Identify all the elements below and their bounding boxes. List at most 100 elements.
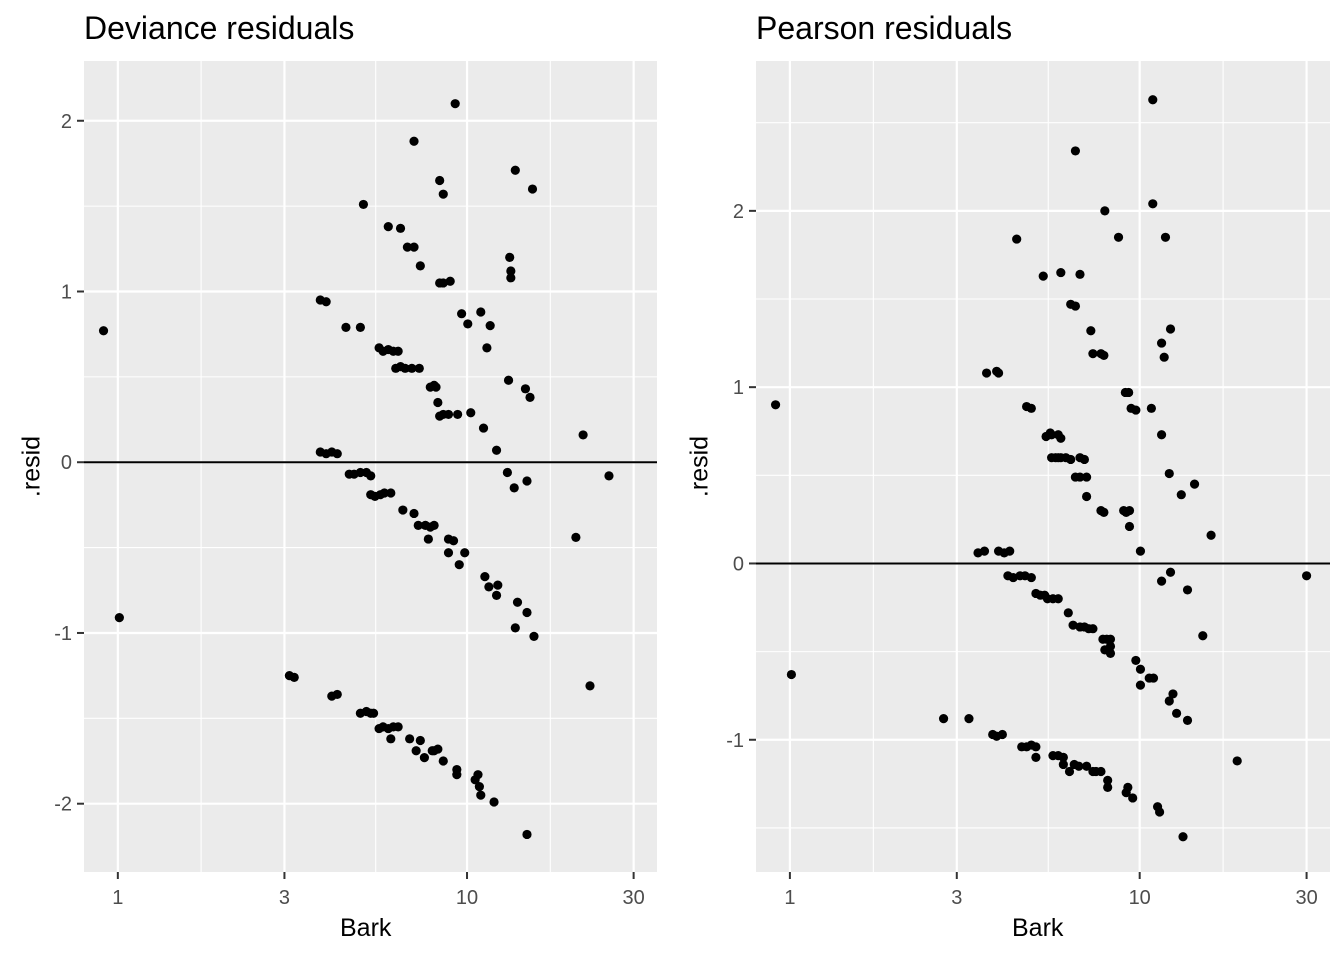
deviance-plot-background <box>84 61 657 872</box>
pearson-data-point <box>1131 655 1141 666</box>
pearson-data-point <box>1058 759 1068 770</box>
deviance-data-point <box>491 590 502 601</box>
deviance-data-point <box>366 471 376 481</box>
deviance-panel-title: Deviance residuals <box>84 10 355 46</box>
deviance-x-tick-label: 30 <box>622 887 644 909</box>
deviance-data-point <box>522 476 532 486</box>
deviance-data-point <box>386 734 396 744</box>
deviance-data-point <box>506 266 516 276</box>
pearson-x-tick-label: 30 <box>1295 887 1317 909</box>
pearson-data-point <box>1165 567 1176 577</box>
pearson-data-point <box>1178 832 1188 842</box>
deviance-x-axis-label: Bark <box>340 914 392 942</box>
pearson-data-point <box>1031 752 1041 763</box>
pearson-data-point <box>1031 742 1041 752</box>
deviance-data-point <box>414 363 424 373</box>
pearson-data-point <box>1164 696 1174 706</box>
deviance-data-point <box>453 409 463 420</box>
deviance-data-point <box>480 572 490 582</box>
deviance-data-point <box>466 408 476 418</box>
deviance-x-tick-label: 1 <box>112 887 123 909</box>
deviance-data-point <box>415 735 425 746</box>
deviance-data-point <box>527 184 538 194</box>
deviance-data-point <box>520 384 531 394</box>
pearson-data-point <box>1088 624 1098 634</box>
deviance-data-point <box>433 397 443 408</box>
pearson-data-point <box>1128 793 1138 803</box>
deviance-data-point <box>503 375 514 385</box>
pearson-data-point <box>1124 387 1134 398</box>
deviance-data-point <box>578 430 588 440</box>
pearson-x-tick-label: 10 <box>1129 887 1151 909</box>
pearson-data-point <box>1148 199 1158 209</box>
deviance-data-point <box>438 756 448 766</box>
deviance-data-point <box>341 322 351 332</box>
deviance-data-point <box>443 548 454 558</box>
deviance-data-point <box>484 582 494 592</box>
pearson-data-point <box>993 368 1004 378</box>
pearson-data-point <box>1053 594 1063 604</box>
pearson-data-point <box>1171 708 1182 718</box>
pearson-data-point <box>1056 267 1066 278</box>
deviance-data-point <box>393 346 403 356</box>
pearson-data-point <box>1105 648 1116 658</box>
deviance-y-tick-label: 1 <box>61 281 72 303</box>
pearson-data-point <box>1005 546 1015 556</box>
pearson-data-point <box>1086 326 1096 336</box>
pearson-data-point <box>964 714 974 724</box>
pearson-y-tick-label: -1 <box>726 730 744 752</box>
deviance-data-point <box>512 597 523 607</box>
pearson-data-point <box>1105 634 1116 644</box>
pearson-data-point <box>1121 788 1131 798</box>
pearson-plot-background <box>756 61 1330 872</box>
pearson-data-point <box>1081 491 1092 502</box>
deviance-data-point <box>485 321 495 331</box>
deviance-x-tick-label: 3 <box>279 887 290 909</box>
deviance-data-point <box>419 753 430 763</box>
deviance-data-point <box>457 309 467 319</box>
pearson-data-point <box>1070 301 1081 311</box>
pearson-data-point <box>1113 232 1124 242</box>
pearson-data-point <box>997 729 1007 740</box>
deviance-data-point <box>450 99 460 109</box>
deviance-y-tick-label: 2 <box>61 111 72 133</box>
pearson-data-point <box>1081 472 1092 482</box>
pearson-data-point <box>1066 454 1076 465</box>
pearson-data-point <box>1135 680 1146 690</box>
deviance-data-point <box>402 242 413 252</box>
pearson-data-point <box>1182 585 1193 595</box>
deviance-data-point <box>482 343 492 353</box>
pearson-data-point <box>1189 479 1200 489</box>
pearson-data-point <box>1047 430 1057 440</box>
pearson-data-point <box>1075 472 1085 482</box>
deviance-data-point <box>522 607 532 618</box>
deviance-y-tick-label: 0 <box>61 452 72 474</box>
pearson-data-point <box>1063 608 1073 618</box>
pearson-y-tick-label: 1 <box>733 377 744 399</box>
pearson-data-point <box>1103 782 1113 792</box>
pearson-data-point <box>1198 631 1208 641</box>
deviance-data-point <box>332 449 342 459</box>
deviance-data-point <box>491 445 502 455</box>
deviance-data-point <box>525 392 535 402</box>
pearson-data-point <box>1135 664 1146 674</box>
deviance-data-point <box>604 471 614 481</box>
pearson-data-point <box>1103 775 1113 785</box>
pearson-data-point <box>1099 507 1109 517</box>
pearson-x-axis-label: Bark <box>1012 914 1064 942</box>
pearson-y-tick-label: 2 <box>733 201 744 223</box>
deviance-data-point <box>454 560 464 570</box>
pearson-data-point <box>1096 766 1106 777</box>
deviance-data-point <box>443 409 454 420</box>
deviance-data-point <box>506 273 516 283</box>
pearson-data-point <box>1131 405 1141 415</box>
deviance-data-point <box>355 322 365 332</box>
deviance-data-point <box>395 223 406 233</box>
deviance-data-point <box>358 199 369 210</box>
deviance-data-point <box>400 363 410 373</box>
deviance-x-tick-label: 10 <box>456 887 478 909</box>
deviance-data-point <box>332 689 342 700</box>
deviance-data-point <box>473 770 483 780</box>
pearson-data-point <box>1176 490 1186 500</box>
